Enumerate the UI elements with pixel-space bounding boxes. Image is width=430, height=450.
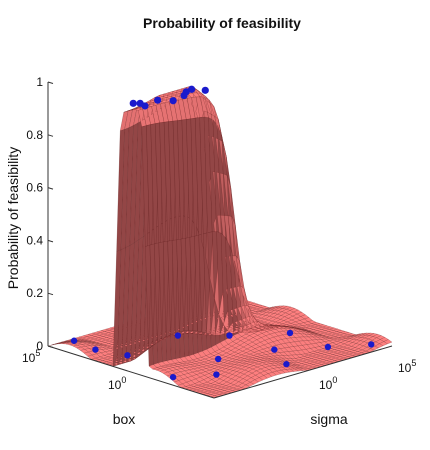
z-axis-label: Probability of feasibility: [5, 147, 21, 289]
infeasible-point: [286, 329, 294, 337]
x-tick-label: 105: [22, 348, 40, 365]
feasible-point: [141, 102, 149, 110]
probability-surface: [47, 85, 393, 399]
x-axis-ticks: 105 100: [22, 348, 126, 392]
z-tick-mark: [47, 239, 54, 243]
infeasible-point: [215, 355, 222, 363]
surface-patch: [383, 339, 393, 345]
infeasible-point: [70, 337, 78, 344]
z-tick-label: 0: [36, 339, 43, 353]
y-tick-label: 100: [319, 375, 337, 392]
z-tick-label: 0.2: [26, 286, 43, 300]
z-tick-label: 0.4: [26, 233, 43, 247]
infeasible-point: [226, 332, 233, 339]
sample-points: [70, 85, 375, 381]
x-axis-line: [47, 345, 215, 399]
z-tick-label: 0.8: [26, 128, 43, 142]
y-axis-line: [213, 345, 393, 399]
infeasible-point: [124, 352, 131, 359]
infeasible-point: [324, 343, 332, 351]
infeasible-point: [213, 371, 220, 378]
z-tick-mark: [47, 134, 54, 137]
z-tick-mark: [47, 81, 54, 84]
feasible-point: [154, 96, 162, 104]
z-axis-ticks: 0 0.2 0.4 0.6 0.8 1: [26, 75, 54, 353]
infeasible-point: [92, 346, 99, 353]
feasible-point: [182, 88, 190, 96]
infeasible-point: [169, 373, 177, 381]
chart-title: Probability of feasibility: [143, 15, 301, 31]
feasible-point: [188, 85, 196, 93]
z-tick-label: 1: [36, 75, 43, 89]
feasible-point: [169, 97, 177, 105]
x-axis-label: box: [113, 411, 136, 427]
y-tick-label: 105: [398, 358, 416, 375]
x-tick-label: 100: [108, 375, 126, 392]
infeasible-point: [283, 360, 290, 368]
feasible-point: [201, 86, 209, 94]
z-tick-mark: [47, 187, 54, 190]
y-axis-label: sigma: [310, 411, 348, 427]
infeasible-point: [368, 341, 375, 348]
y-axis-ticks: 100 105: [319, 358, 416, 392]
infeasible-point: [174, 332, 182, 339]
infeasible-point: [271, 346, 278, 353]
z-tick-label: 0.6: [26, 181, 43, 195]
feasible-point: [129, 99, 137, 107]
z-tick-mark: [47, 292, 54, 296]
